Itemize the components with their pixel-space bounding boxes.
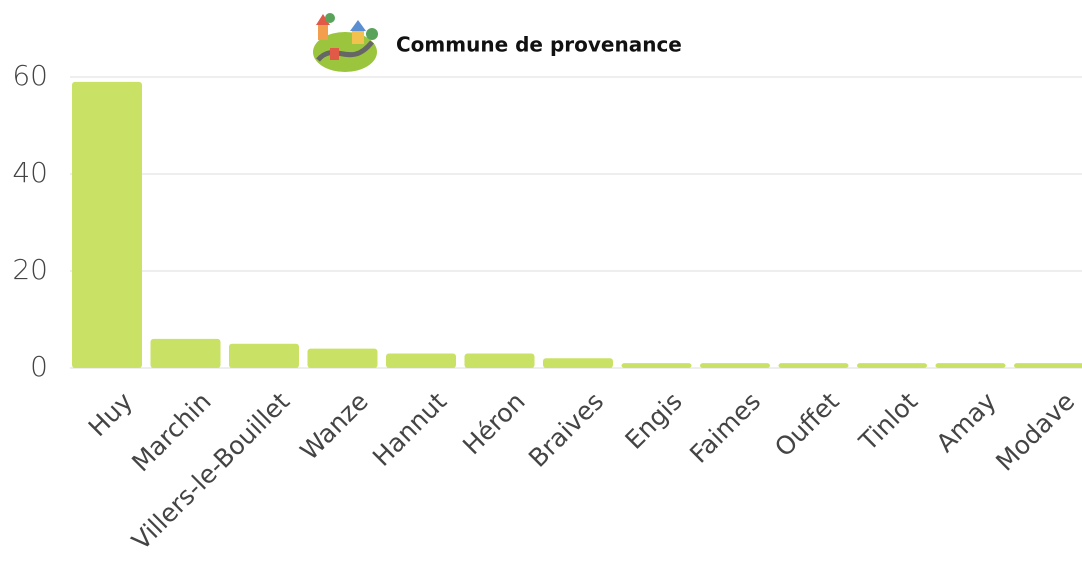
y-tick-label: 60 [12, 59, 48, 92]
bar [308, 349, 378, 368]
bar [229, 344, 299, 368]
x-tick-label: Faimes [684, 387, 766, 469]
bar [1014, 363, 1082, 368]
y-tick-label: 20 [12, 253, 48, 286]
bar [543, 358, 613, 368]
y-tick-label: 40 [12, 156, 48, 189]
x-tick-label: Engis [619, 387, 687, 455]
bar [386, 353, 456, 368]
chart: Commune de provenance 0204060HuyMarchinV… [0, 0, 1082, 572]
x-tick-label: Wanze [295, 387, 374, 466]
bar [936, 363, 1006, 368]
x-tick-label: Hannut [367, 387, 452, 472]
bar [622, 363, 692, 368]
bar [857, 363, 927, 368]
x-tick-label: Héron [457, 387, 531, 461]
bar [779, 363, 849, 368]
x-tick-label: Huy [83, 387, 139, 443]
x-tick-label: Tinlot [853, 387, 923, 457]
bar [465, 353, 535, 368]
x-tick-label: Modave [990, 387, 1080, 477]
x-tick-label: Amay [931, 387, 1002, 458]
bar [700, 363, 770, 368]
y-tick-label: 0 [30, 350, 48, 383]
title-icon [313, 13, 378, 72]
bar [151, 339, 221, 368]
x-tick-label: Braives [523, 387, 609, 473]
bar [72, 82, 142, 368]
x-tick-label: Ouffet [769, 387, 845, 463]
chart-title: Commune de provenance [396, 33, 682, 57]
